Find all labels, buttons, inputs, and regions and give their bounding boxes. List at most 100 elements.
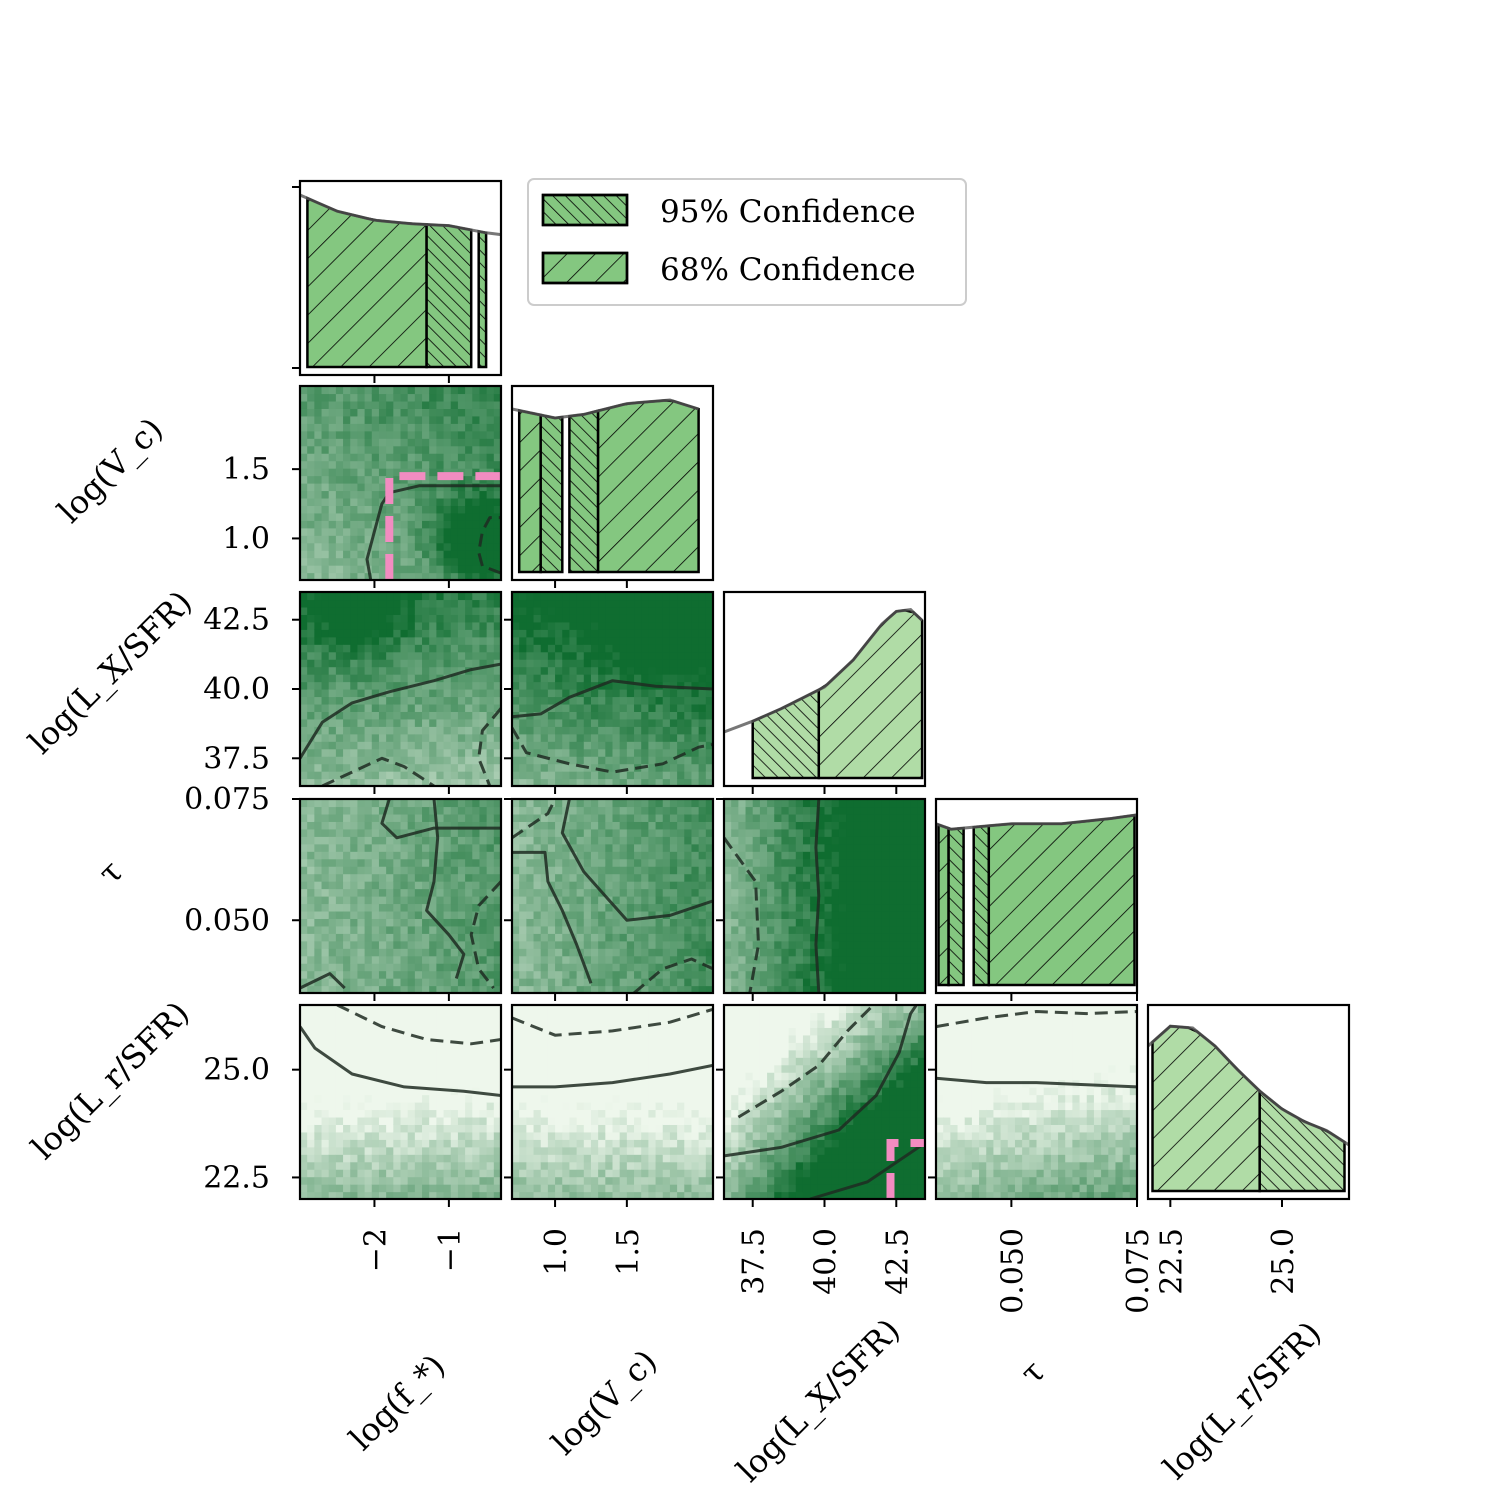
posterior-curve <box>299 193 502 237</box>
marginal-panel-lx <box>722 590 927 788</box>
posterior-curve <box>723 608 924 734</box>
joint-panel-fstar-lx <box>298 590 503 788</box>
y-tick-label: 1.5 <box>222 452 270 487</box>
density-heatmap <box>724 1005 925 1199</box>
joint-panel-fstar-lr <box>298 1003 503 1201</box>
marginal-panel-vc <box>510 384 715 582</box>
x-axis-label-lx: log(L_X/SFR) <box>729 1311 907 1489</box>
density-heatmap <box>512 1005 713 1199</box>
joint-panel-vc-lr <box>510 1003 715 1201</box>
density-heatmap <box>936 1005 1137 1199</box>
contour-dashed-1 <box>477 516 501 575</box>
y-tick-label: 25.0 <box>203 1053 270 1088</box>
density-heatmap <box>724 799 925 993</box>
contour-dashed-1 <box>336 1005 501 1046</box>
contour-dashed-2 <box>477 707 501 786</box>
contour-dashed-3 <box>633 957 713 993</box>
legend-swatch-68-hatch <box>541 251 629 285</box>
density-heatmap <box>512 799 713 993</box>
contour-solid-0 <box>936 1076 1137 1089</box>
joint-panel-vc-tau <box>510 797 715 995</box>
panels-layer <box>292 179 1351 1207</box>
posterior-curve <box>511 398 700 420</box>
contour-solid-1 <box>809 1141 925 1199</box>
contour-dashed-3 <box>469 880 501 990</box>
contour-dashed-2 <box>737 1005 875 1119</box>
density-heatmap <box>300 386 501 580</box>
legend-label-95: 95% Confidence <box>660 194 916 230</box>
x-axis-label-fstar: log(f_*) <box>342 1347 453 1458</box>
posterior-curve <box>935 813 1138 831</box>
contour-dashed-1 <box>936 1010 1137 1029</box>
x-tick-label: 1.0 <box>539 1228 574 1276</box>
contour-solid-0 <box>512 679 713 719</box>
y-tick-label: 40.0 <box>203 672 270 707</box>
density-heatmap <box>300 1005 501 1199</box>
contour-solid-1 <box>560 799 713 922</box>
density-heatmap <box>300 799 501 993</box>
y-tick-label: 37.5 <box>203 741 270 776</box>
legend-swatch-95-hatch <box>541 193 629 227</box>
truth-marker <box>886 1139 925 1199</box>
x-axis-label-lr: log(L_r/SFR) <box>1156 1314 1329 1487</box>
x-tick-label: 0.050 <box>995 1228 1030 1314</box>
contour-solid-0 <box>380 799 501 840</box>
contour-solid-0 <box>300 662 501 760</box>
panel-frame <box>1146 1003 1351 1201</box>
marginal-panel-fstar <box>298 179 503 377</box>
y-axis-label-tau: τ <box>91 853 130 892</box>
marginal-panel-tau <box>934 797 1139 995</box>
x-tick-label: 37.5 <box>737 1228 772 1295</box>
panel-frame <box>934 797 1139 995</box>
x-tick-label: 40.0 <box>809 1228 844 1295</box>
contour-dashed-1 <box>512 727 713 774</box>
x-tick-label: 25.0 <box>1266 1228 1301 1295</box>
panel-frame <box>510 1003 715 1201</box>
x-tick-label: 42.5 <box>880 1228 915 1295</box>
panel-frame <box>298 1003 503 1201</box>
legend-label-68: 68% Confidence <box>660 252 916 288</box>
contour-solid-0 <box>512 1063 713 1089</box>
y-axis-label-lx: log(L_X/SFR) <box>21 583 199 761</box>
posterior-curve <box>1147 1024 1350 1147</box>
contour-solid-1 <box>425 799 466 979</box>
panel-frame <box>510 797 715 995</box>
contour-solid-0 <box>724 1005 919 1158</box>
tick-marks <box>292 186 1283 1207</box>
marginal-panel-lr <box>1146 1003 1351 1201</box>
panel-frame <box>298 797 503 995</box>
contour-dashed-2 <box>512 799 557 840</box>
x-tick-label: 1.5 <box>611 1228 646 1276</box>
joint-panel-lx-tau <box>722 797 927 995</box>
y-tick-label: 22.5 <box>203 1160 270 1195</box>
contour-dashed-1 <box>724 836 760 993</box>
y-tick-label: 0.075 <box>184 782 270 817</box>
x-axis-label-tau: τ <box>1013 1353 1052 1392</box>
y-tick-label: 42.5 <box>203 603 270 638</box>
legend-frame <box>527 178 967 306</box>
contour-dashed-1 <box>512 1007 713 1037</box>
joint-panel-tau-lr <box>934 1003 1139 1201</box>
contour-solid-0 <box>300 1025 501 1097</box>
joint-panel-fstar-vc <box>298 384 503 582</box>
contour-solid-2 <box>300 972 346 990</box>
joint-panel-lx-lr <box>722 1003 927 1201</box>
panel-frame <box>510 384 715 582</box>
y-tick-label: 0.050 <box>184 903 270 938</box>
joint-panel-vc-lx <box>510 590 715 788</box>
contour-dashed-1 <box>321 756 435 786</box>
contour-solid-0 <box>512 850 593 984</box>
x-tick-label: 22.5 <box>1154 1228 1189 1295</box>
x-axis-label-vc: log(V_c) <box>544 1342 664 1462</box>
density-heatmap <box>512 592 713 786</box>
x-tick-label: −2 <box>358 1228 393 1272</box>
y-axis-label-lr: log(L_r/SFR) <box>24 994 197 1167</box>
contour-solid-0 <box>814 799 821 993</box>
joint-panel-fstar-tau <box>298 797 503 995</box>
x-tick-label: −1 <box>433 1228 468 1272</box>
legend: 95% Confidence 68% Confidence <box>527 178 967 306</box>
panel-frame <box>298 179 503 377</box>
panel-frame <box>298 384 503 582</box>
panel-frame <box>934 1003 1139 1201</box>
